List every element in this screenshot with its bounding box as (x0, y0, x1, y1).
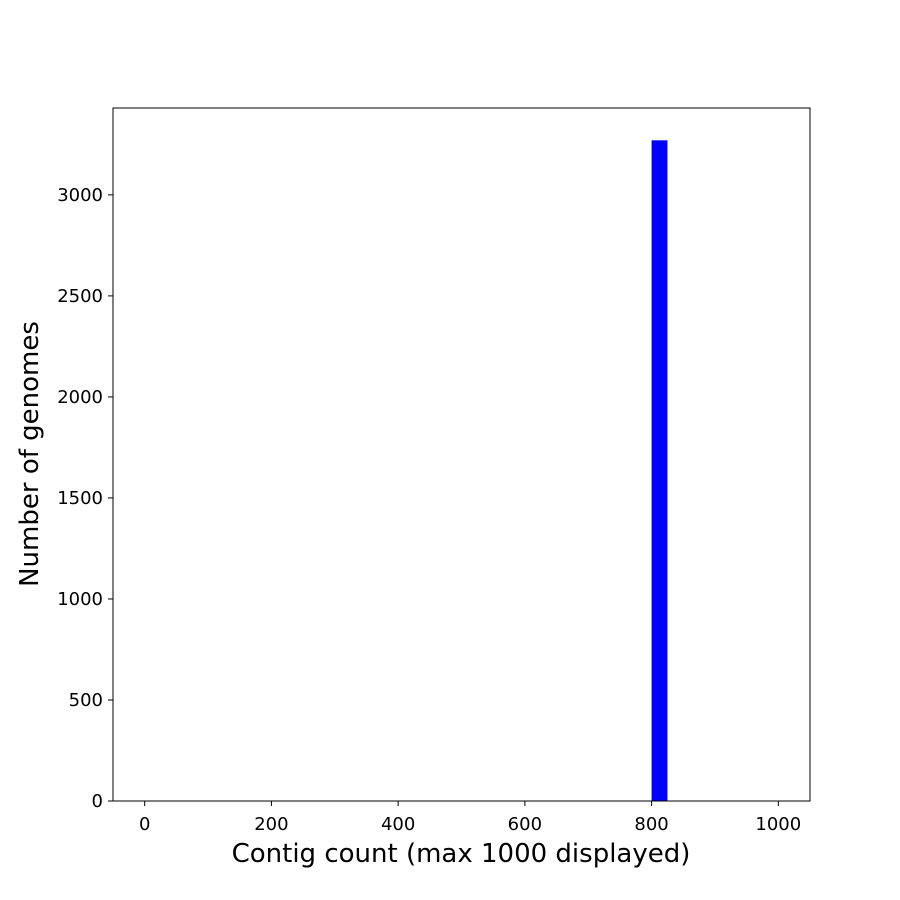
y-tick-label-2: 1000 (57, 589, 103, 610)
y-tick-label-6: 3000 (57, 185, 103, 206)
x-tick-label-0: 0 (139, 814, 150, 835)
y-axis-label: Number of genomes (15, 321, 45, 587)
x-tick-label-3: 600 (508, 814, 542, 835)
y-axis: 0 500 1000 1500 2000 2500 3000 (57, 185, 113, 812)
x-tick-label-4: 800 (634, 814, 668, 835)
y-tick-label-0: 0 (92, 791, 103, 812)
y-tick-label-3: 1500 (57, 488, 103, 509)
y-tick-label-1: 500 (69, 690, 103, 711)
y-tick-label-5: 2500 (57, 286, 103, 307)
bars-layer (651, 140, 668, 801)
plot-frame (112, 107, 811, 802)
x-axis-label: Contig count (max 1000 displayed) (232, 839, 691, 869)
y-tick-label-4: 2000 (57, 387, 103, 408)
x-tick-label-2: 400 (381, 814, 415, 835)
x-tick-label-1: 200 (254, 814, 288, 835)
histogram-bar-0 (651, 140, 668, 801)
x-axis: 0 200 400 600 800 1000 (139, 801, 801, 835)
x-tick-label-5: 1000 (755, 814, 801, 835)
